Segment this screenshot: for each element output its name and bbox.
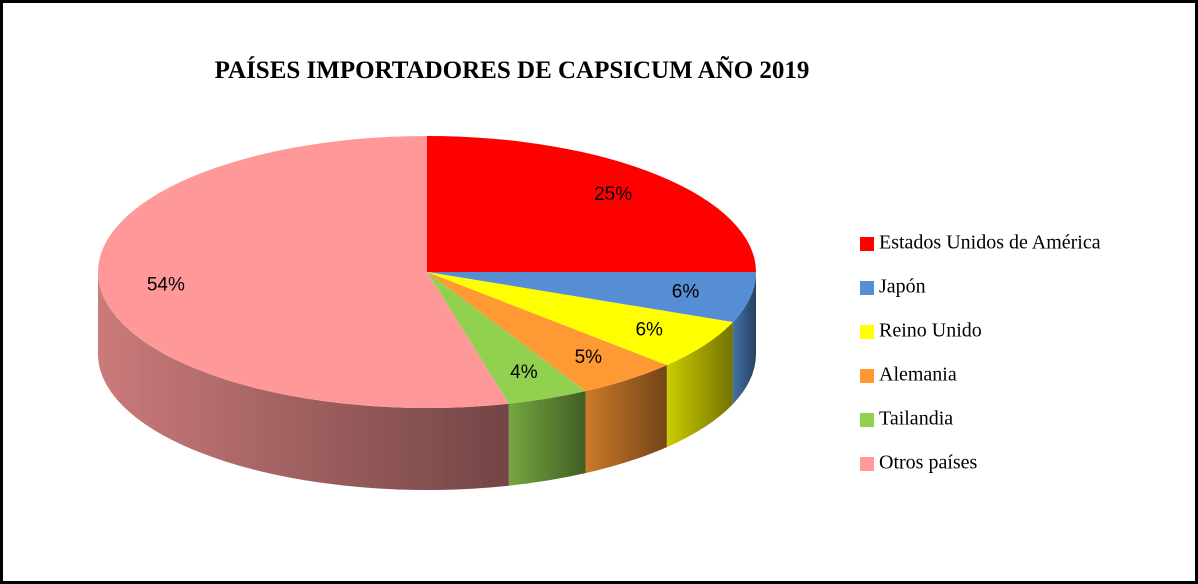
value-label: 25% bbox=[594, 184, 632, 205]
value-label: 4% bbox=[510, 362, 538, 383]
legend-swatch bbox=[860, 369, 874, 383]
slice-side bbox=[98, 272, 509, 490]
slice-side bbox=[508, 391, 586, 486]
legend-label: Tailandia bbox=[879, 408, 953, 430]
slice bbox=[427, 272, 733, 366]
chart-title: PAÍSES IMPORTADORES DE CAPSICUM AÑO 2019 bbox=[215, 56, 810, 84]
slice-side bbox=[585, 365, 667, 474]
slice bbox=[427, 272, 586, 404]
legend-swatch bbox=[860, 237, 874, 251]
legend-swatch bbox=[860, 281, 874, 295]
value-label: 5% bbox=[575, 347, 603, 368]
legend-label: Estados Unidos de América bbox=[879, 232, 1101, 254]
slice-side bbox=[732, 272, 756, 405]
slice bbox=[427, 136, 756, 272]
slice bbox=[427, 272, 756, 323]
legend-label: Japón bbox=[879, 276, 926, 298]
value-label: 54% bbox=[147, 275, 185, 296]
legend-label: Reino Unido bbox=[879, 320, 982, 342]
legend-label: Alemania bbox=[879, 364, 957, 386]
value-label: 6% bbox=[635, 319, 663, 340]
slice bbox=[427, 272, 667, 392]
slice bbox=[97, 136, 509, 409]
value-label: 6% bbox=[672, 281, 700, 302]
legend-label: Otros países bbox=[879, 452, 978, 474]
legend-swatch bbox=[860, 325, 874, 339]
slice-side bbox=[666, 322, 733, 448]
legend-swatch bbox=[860, 413, 874, 427]
legend-swatch bbox=[860, 457, 874, 471]
